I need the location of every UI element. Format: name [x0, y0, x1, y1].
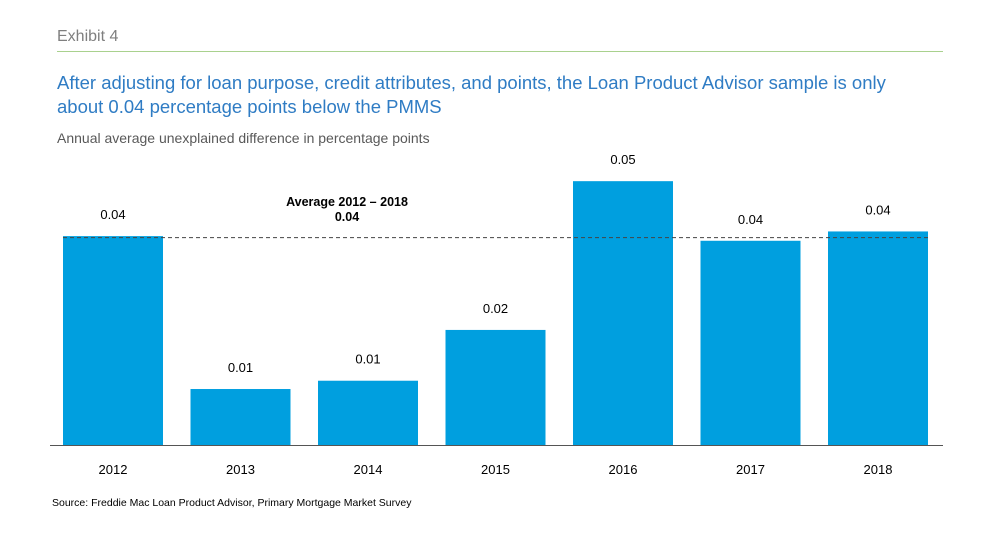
exhibit-label: Exhibit 4 — [57, 28, 119, 45]
data-label-2016: 0.05 — [610, 152, 635, 167]
x-tick-2014: 2014 — [354, 462, 383, 477]
x-tick-2016: 2016 — [609, 462, 638, 477]
x-tick-2018: 2018 — [864, 462, 893, 477]
source-note: Source: Freddie Mac Loan Product Advisor… — [52, 497, 412, 509]
data-label-2012: 0.04 — [100, 207, 125, 222]
header-divider — [57, 51, 943, 52]
average-label-title: Average 2012 – 2018 — [286, 195, 408, 209]
average-label-value: 0.04 — [335, 210, 359, 224]
bar-2018 — [828, 231, 928, 445]
data-label-2013: 0.01 — [228, 360, 253, 375]
x-tick-2012: 2012 — [99, 462, 128, 477]
x-tick-2015: 2015 — [481, 462, 510, 477]
data-label-2017: 0.04 — [738, 212, 763, 227]
bar-2014 — [318, 380, 418, 445]
bar-2015 — [445, 329, 546, 445]
x-tick-2017: 2017 — [736, 462, 765, 477]
bar-2012 — [63, 236, 163, 445]
bar-2016 — [573, 181, 673, 445]
bar-2013 — [190, 389, 291, 445]
data-label-2014: 0.01 — [355, 352, 380, 367]
chart-title: After adjusting for loan purpose, credit… — [57, 72, 886, 117]
data-label-2015: 0.02 — [483, 301, 508, 316]
chart-subtitle: Annual average unexplained difference in… — [57, 130, 430, 146]
data-label-2018: 0.04 — [865, 202, 890, 217]
x-tick-2013: 2013 — [226, 462, 255, 477]
bar-2017 — [700, 240, 801, 445]
